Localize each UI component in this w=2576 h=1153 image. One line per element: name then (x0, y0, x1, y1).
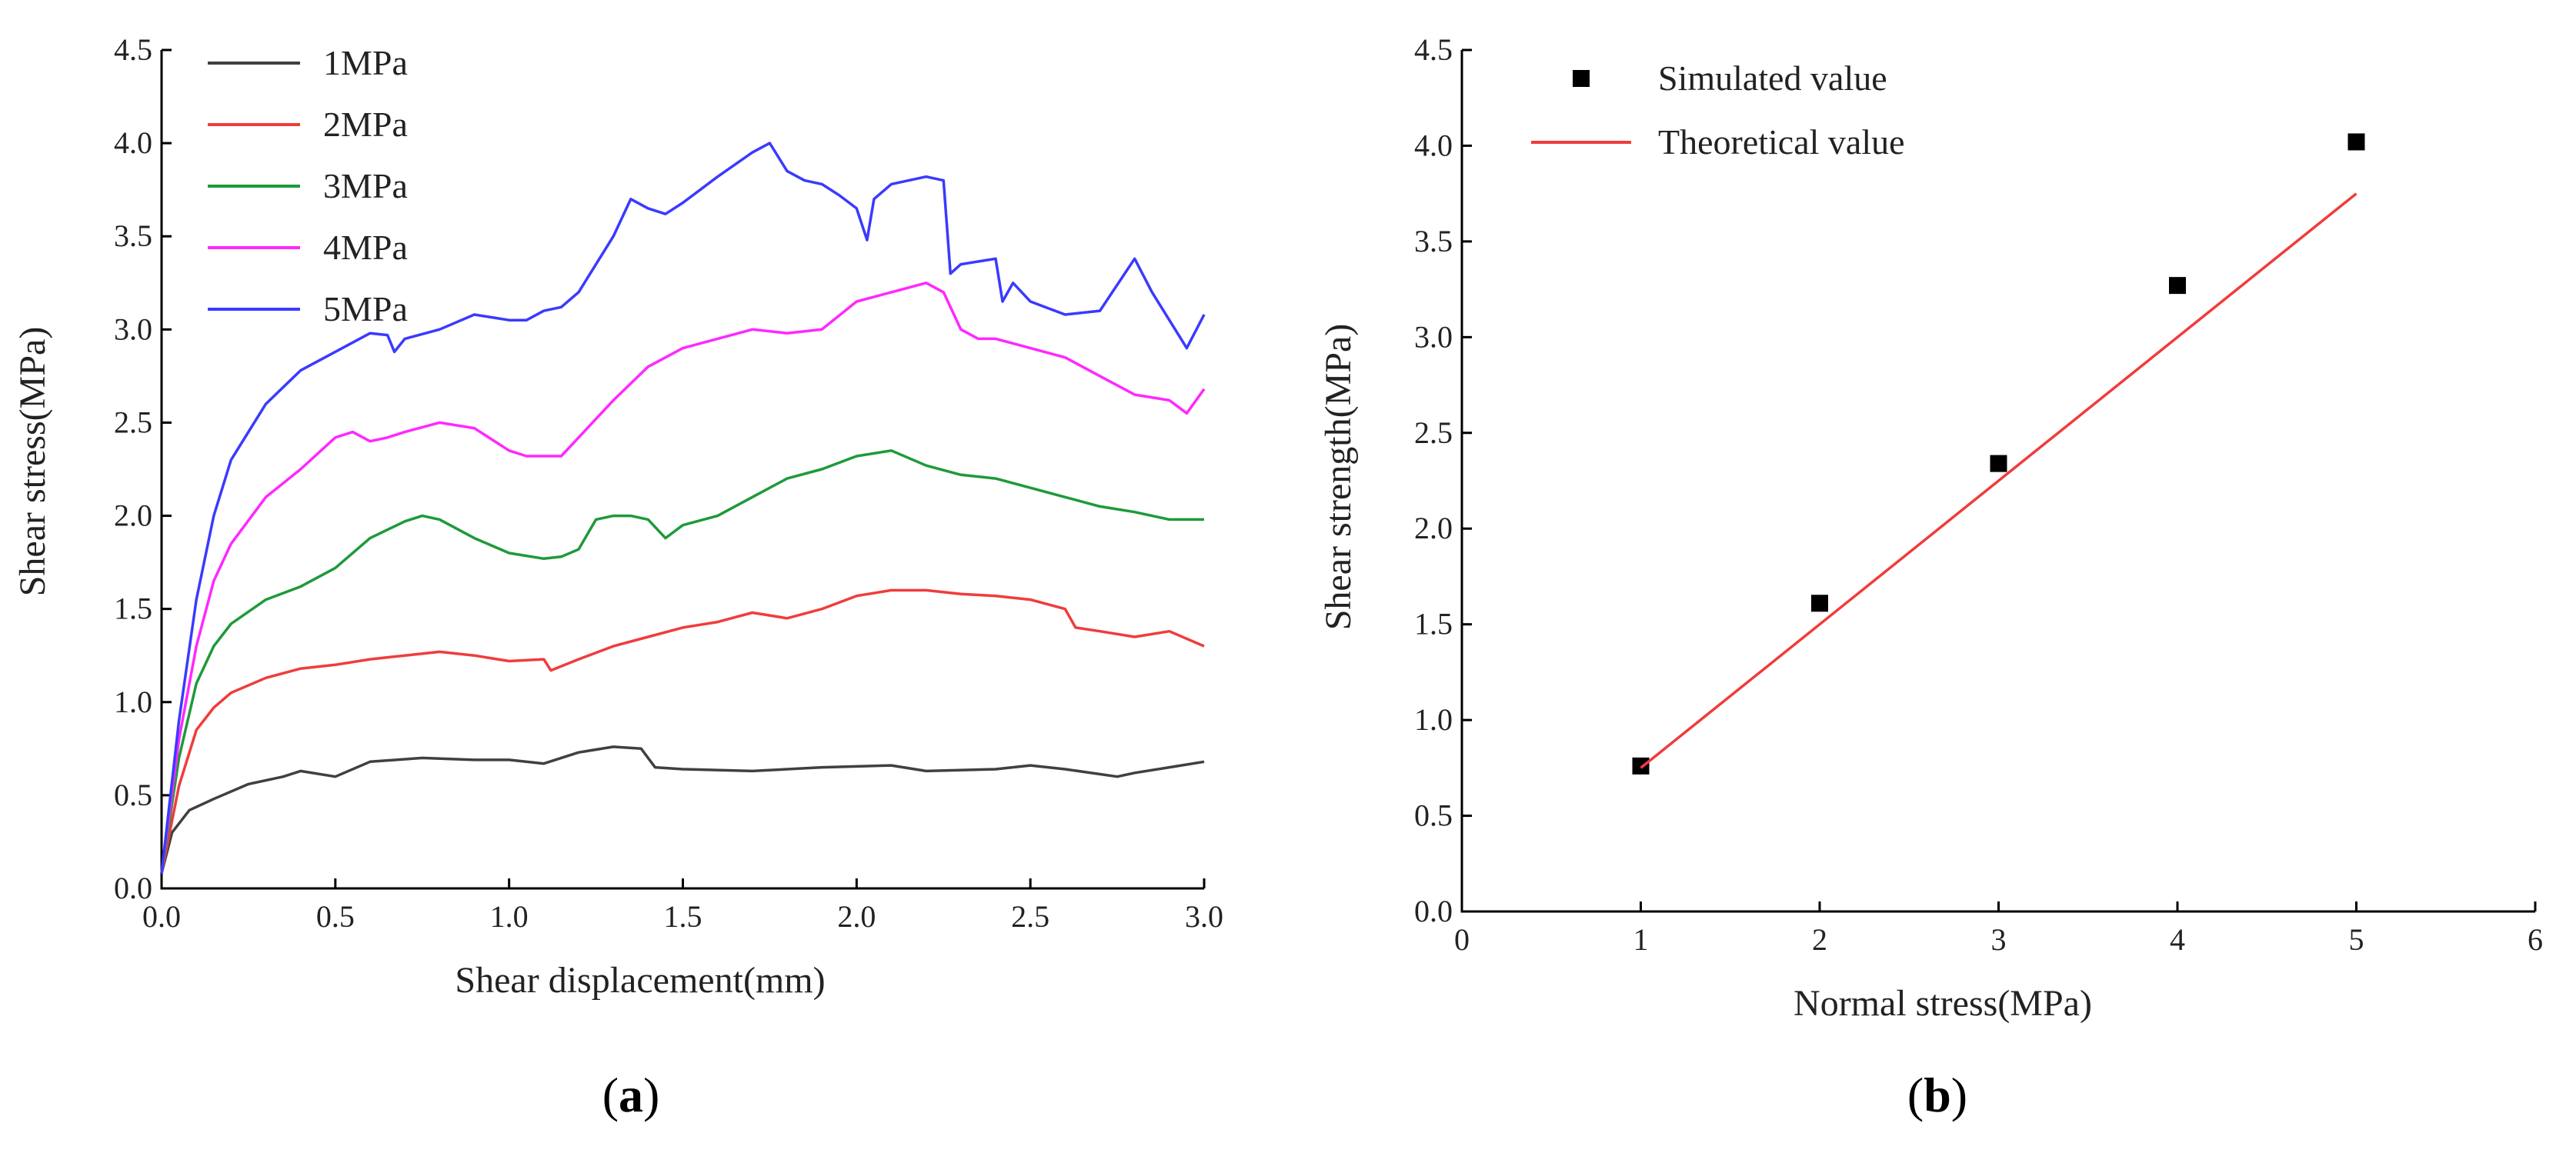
data-point (2347, 133, 2365, 151)
y-tick-label: 1.5 (1414, 607, 1453, 641)
series-line-5mpa (160, 142, 1206, 874)
x-tick-label: 2.0 (837, 899, 876, 934)
legend-label: 3MPa (323, 166, 408, 205)
x-tick-label: 1.0 (490, 899, 529, 934)
y-tick-label: 3.0 (1414, 319, 1453, 354)
x-tick-label: 3.0 (1185, 899, 1223, 934)
y-tick-label: 0.5 (1414, 798, 1453, 833)
legend-label: 5MPa (323, 289, 408, 328)
legend-label: 4MPa (323, 228, 408, 267)
data-point (1632, 757, 1650, 775)
series-line-2mpa (160, 588, 1205, 874)
y-tick-label: 3.5 (1414, 224, 1453, 258)
x-tick-label: 4 (2170, 922, 2185, 957)
panel-label-a: (a) (602, 1068, 660, 1122)
y-tick-label: 4.0 (1414, 128, 1453, 162)
chart-panel-a: Shear stress(MPa) Shear displacement(mm)… (12, 32, 1223, 1122)
legend-label: 2MPa (323, 105, 408, 144)
series-line-1mpa (160, 745, 1205, 875)
legend-label: Theoretical value (1658, 122, 1905, 162)
y-tick-label: 0.5 (114, 778, 152, 812)
x-tick-label: 1 (1633, 922, 1649, 957)
y-tick-label: 4.0 (114, 125, 152, 160)
x-axis-title-a: Shear displacement(mm) (455, 960, 825, 1001)
series-line-3mpa (160, 449, 1204, 874)
y-tick-label: 4.5 (114, 32, 152, 67)
y-tick-label: 2.0 (114, 498, 152, 533)
y-tick-label: 1.0 (1414, 702, 1453, 737)
x-tick-label: 1.5 (664, 899, 702, 934)
y-tick-label: 4.5 (1414, 32, 1453, 67)
data-point (1990, 455, 2007, 472)
legend-label: 1MPa (323, 43, 408, 82)
series-line-theoretical-value (1640, 192, 2357, 769)
y-axis-title-b: Shear strength(MPa) (1318, 324, 1359, 631)
panel-label-b: (b) (1907, 1068, 1967, 1122)
x-tick-label: 2.5 (1011, 899, 1049, 934)
y-tick-label: 1.0 (114, 685, 152, 719)
y-tick-label: 0.0 (1414, 894, 1453, 928)
y-tick-label: 0.0 (114, 871, 152, 905)
data-point (1811, 595, 1828, 612)
x-tick-label: 0.0 (142, 899, 181, 934)
y-tick-label: 2.5 (1414, 415, 1453, 450)
x-tick-label: 5 (2349, 922, 2364, 957)
x-axis-title-b: Normal stress(MPa) (1794, 983, 2092, 1024)
y-tick-label: 1.5 (114, 591, 152, 626)
y-tick-label: 3.0 (114, 312, 152, 346)
y-axis-title-a: Shear stress(MPa) (12, 327, 53, 597)
axes-frame (160, 50, 1204, 890)
x-tick-label: 3 (1991, 922, 2007, 957)
y-tick-label: 2.0 (1414, 511, 1453, 545)
y-tick-label: 2.5 (114, 405, 152, 439)
legend-label: Simulated value (1658, 58, 1887, 98)
x-tick-label: 2 (1812, 922, 1827, 957)
series-line-4mpa (160, 282, 1206, 874)
y-tick-label: 3.5 (114, 218, 152, 253)
data-point (2169, 277, 2186, 295)
x-tick-label: 6 (2528, 922, 2543, 957)
legend-marker (1573, 70, 1590, 87)
chart-panel-b: Shear strength(MPa) Normal stress(MPa) 0… (1318, 32, 2543, 1122)
x-tick-label: 0 (1454, 922, 1470, 957)
x-tick-label: 0.5 (316, 899, 355, 934)
